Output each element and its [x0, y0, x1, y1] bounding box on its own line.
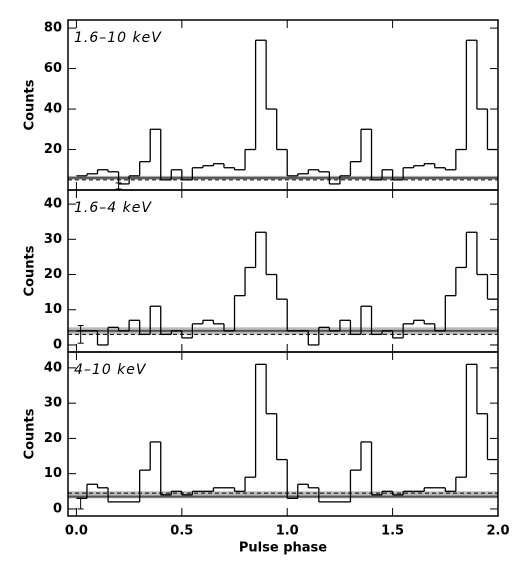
y-tick-label: 40	[44, 102, 62, 117]
y-tick-label: 10	[44, 466, 62, 481]
y-axis-label: Counts	[23, 408, 38, 459]
x-tick-label: 0.0	[65, 524, 88, 539]
plot-frame	[67, 351, 499, 517]
x-axis-label: Pulse phase	[239, 541, 327, 556]
background-band	[68, 491, 498, 499]
panel-label: 1.6–10 keV	[74, 30, 162, 46]
y-tick-label: 30	[44, 396, 62, 411]
panel-label: 4–10 keV	[74, 362, 147, 378]
y-tick-label: 30	[44, 232, 62, 247]
y-axis-label: Counts	[23, 245, 38, 296]
y-tick-label: 0	[53, 337, 62, 352]
y-tick-label: 80	[44, 21, 62, 36]
x-tick-label: 0.5	[170, 524, 193, 539]
y-tick-label: 60	[44, 61, 62, 76]
x-tick-label: 1.5	[381, 524, 404, 539]
y-tick-label: 20	[44, 267, 62, 282]
y-tick-label: 20	[44, 142, 62, 157]
y-axis-label: Counts	[23, 79, 38, 130]
y-tick-label: 10	[44, 302, 62, 317]
x-tick-label: 1.0	[276, 524, 299, 539]
panel-label: 1.6–4 keV	[74, 200, 152, 216]
y-tick-label: 0	[53, 501, 62, 516]
y-tick-label: 40	[44, 360, 62, 375]
y-tick-label: 40	[44, 197, 62, 212]
x-tick-label: 2.0	[486, 524, 509, 539]
y-tick-label: 20	[44, 431, 62, 446]
